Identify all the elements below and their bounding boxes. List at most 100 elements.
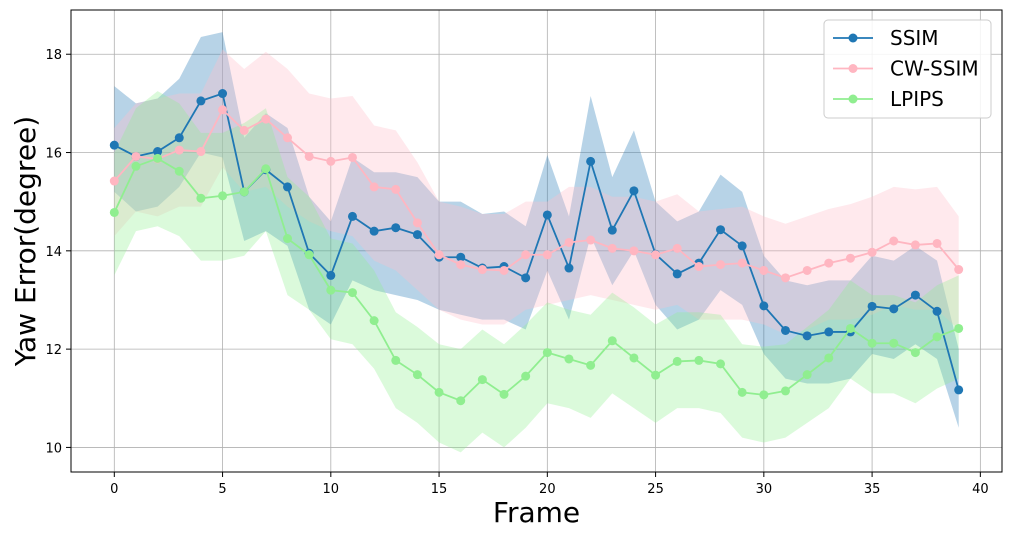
- data-point: [954, 385, 964, 395]
- data-point: [304, 250, 314, 260]
- data-point: [391, 223, 401, 233]
- legend-label: SSIM: [890, 26, 939, 50]
- legend: SSIM CW-SSIM LPIPS: [823, 19, 992, 119]
- data-point: [802, 370, 812, 380]
- data-point: [391, 184, 401, 194]
- legend-swatch-marker: [848, 33, 858, 43]
- band-ssim: [114, 32, 959, 428]
- data-point: [780, 325, 790, 335]
- data-point: [283, 133, 293, 143]
- data-point: [694, 262, 704, 272]
- y-tick-label: 18: [45, 48, 62, 63]
- data-point: [564, 237, 574, 247]
- data-point: [196, 147, 206, 157]
- data-point: [196, 193, 206, 203]
- x-tick-label: 10: [323, 482, 340, 497]
- data-point: [672, 269, 682, 279]
- data-point: [131, 151, 141, 161]
- data-point: [499, 265, 509, 275]
- data-point: [477, 375, 487, 385]
- data-point: [521, 273, 531, 283]
- data-point: [174, 133, 184, 143]
- data-point: [651, 370, 661, 380]
- data-point: [434, 387, 444, 397]
- data-point: [218, 191, 228, 201]
- data-point: [521, 371, 531, 381]
- data-point: [910, 348, 920, 358]
- x-tick-label: 30: [756, 482, 773, 497]
- x-tick-label: 40: [972, 482, 989, 497]
- data-point: [174, 145, 184, 155]
- data-point: [954, 323, 964, 333]
- data-point: [824, 258, 834, 268]
- series-lpips: [109, 153, 964, 406]
- data-point: [629, 186, 639, 196]
- legend-label: CW-SSIM: [890, 57, 979, 81]
- data-point: [283, 182, 293, 192]
- data-point: [391, 355, 401, 365]
- data-point: [564, 354, 574, 364]
- y-axis-label: Yaw Error(degree): [9, 116, 42, 367]
- data-point: [477, 265, 487, 275]
- data-point: [586, 360, 596, 370]
- y-tick-label: 12: [45, 343, 62, 358]
- data-point: [153, 153, 163, 163]
- data-point: [109, 140, 119, 150]
- data-point: [845, 323, 855, 333]
- data-point: [326, 156, 336, 166]
- data-point: [672, 356, 682, 366]
- data-point: [651, 250, 661, 260]
- data-point: [694, 355, 704, 365]
- axis-ticks: 0 5 10 15 20 25 30 35 40 10 12 14 16 18: [45, 48, 988, 497]
- data-point: [716, 225, 726, 235]
- data-point: [239, 187, 249, 197]
- data-point: [261, 164, 271, 174]
- data-point: [326, 270, 336, 280]
- data-point: [759, 390, 769, 400]
- line-lpips: [113, 157, 960, 402]
- data-point: [737, 241, 747, 251]
- data-point: [629, 353, 639, 363]
- data-point: [347, 152, 357, 162]
- data-point: [542, 210, 552, 220]
- series-cw-ssim: [109, 105, 964, 283]
- data-point: [412, 370, 422, 380]
- legend-swatch-marker: [848, 94, 858, 104]
- legend-swatch-marker: [848, 64, 858, 73]
- data-point: [434, 250, 444, 260]
- data-point: [174, 166, 184, 176]
- data-point: [542, 348, 552, 358]
- plot-frame: [70, 9, 1003, 473]
- data-point: [412, 230, 422, 240]
- data-point: [889, 236, 899, 246]
- data-point: [910, 240, 920, 250]
- x-tick-label: 25: [647, 482, 664, 497]
- data-point: [196, 96, 206, 106]
- data-point: [824, 327, 834, 337]
- data-point: [456, 260, 466, 270]
- data-point: [867, 338, 877, 348]
- data-point: [802, 265, 812, 275]
- data-point: [672, 243, 682, 253]
- legend-box: [823, 19, 992, 119]
- data-point: [867, 247, 877, 257]
- data-point: [499, 389, 509, 399]
- x-tick-label: 20: [539, 482, 556, 497]
- data-point: [607, 225, 617, 235]
- data-point: [889, 304, 899, 314]
- data-point: [218, 89, 228, 99]
- data-point: [369, 182, 379, 192]
- data-point: [759, 301, 769, 311]
- data-point: [737, 258, 747, 268]
- line-cw-ssim: [113, 108, 960, 279]
- legend-item-lpips: LPIPS: [833, 87, 944, 111]
- data-point: [218, 105, 228, 115]
- data-point: [369, 226, 379, 236]
- legend-label: LPIPS: [890, 87, 944, 111]
- data-point: [780, 273, 790, 283]
- data-point: [889, 338, 899, 348]
- data-point: [109, 207, 119, 217]
- data-point: [910, 290, 920, 300]
- data-point: [239, 125, 249, 135]
- data-point: [456, 252, 466, 262]
